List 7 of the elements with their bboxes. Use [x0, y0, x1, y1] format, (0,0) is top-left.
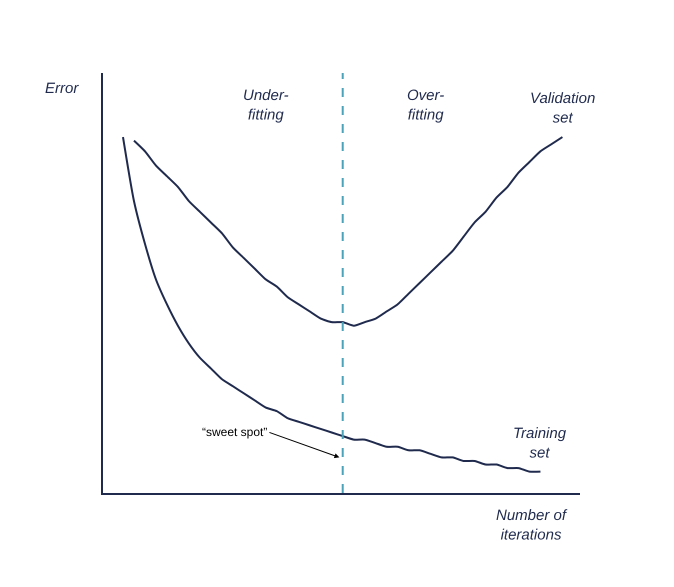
series-label: Training set	[513, 425, 567, 462]
x-axis-title: Number of iterations	[496, 507, 568, 544]
y-axis-title: Error	[45, 80, 80, 97]
series-label: Validation set	[530, 90, 596, 126]
text: Over- fitting	[407, 87, 444, 124]
text: Under- fitting	[243, 87, 289, 124]
annotation: “sweet spot”	[202, 425, 268, 439]
